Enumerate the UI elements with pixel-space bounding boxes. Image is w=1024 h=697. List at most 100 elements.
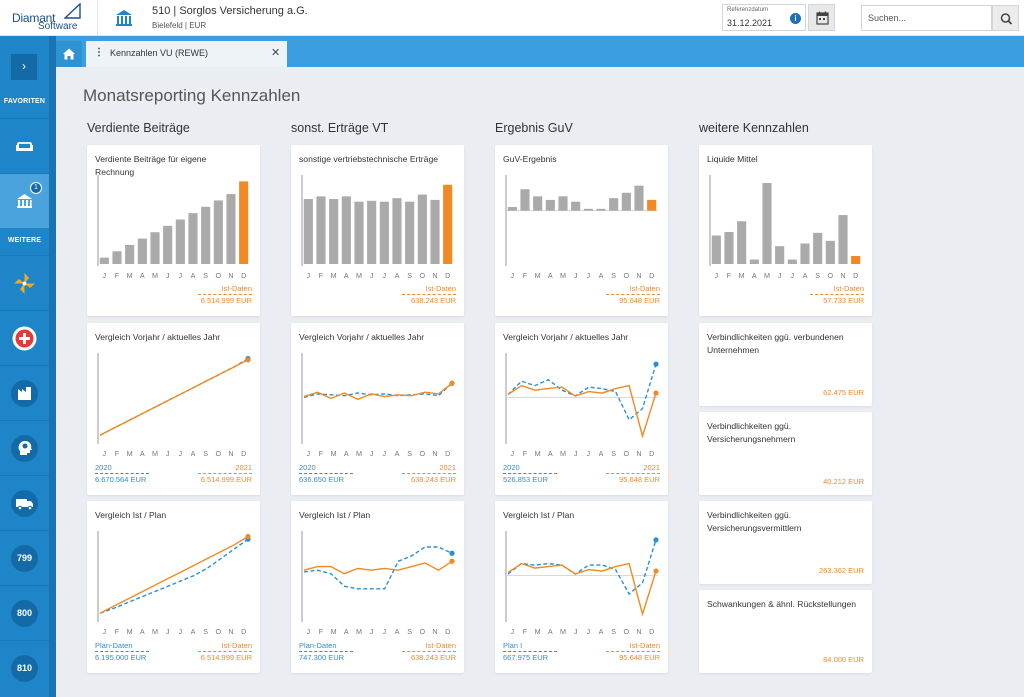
sidebar-item-number: 800: [11, 600, 38, 627]
tab-menu-icon[interactable]: ⋮: [94, 47, 104, 58]
x-tick-label: F: [523, 449, 528, 458]
bar: [825, 240, 835, 264]
series-endpoint: [449, 550, 455, 556]
chart-card-lm-bar[interactable]: Liquide Mittel J F M A M J J A S O N D Ist-Daten 57.73…: [699, 145, 872, 316]
sidebar-item-800[interactable]: 800: [0, 585, 49, 640]
home-button[interactable]: [56, 41, 82, 67]
diamant-logo[interactable]: Diamant Software: [8, 3, 88, 33]
x-tick-label: N: [432, 449, 437, 458]
sidebar-item-pinwheel[interactable]: [0, 255, 49, 310]
legend-value: 6.195.000 EUR: [95, 653, 147, 662]
sidebar-item-sofa[interactable]: [0, 118, 49, 173]
search-icon: [1000, 13, 1013, 25]
reference-date-field[interactable]: Referenzdatum 31.12.2021 i: [722, 4, 806, 31]
x-tick-label: O: [420, 627, 426, 636]
x-tick-label: J: [166, 449, 170, 458]
legend-value: 57.733 EUR: [823, 296, 864, 305]
legend-underline: [606, 651, 660, 652]
x-tick-label: O: [828, 271, 834, 280]
column-title-weitere-kennzahlen: weitere Kennzahlen: [699, 121, 809, 135]
sidebar-item-810[interactable]: 810: [0, 640, 49, 695]
logo-text-top: Diamant: [12, 11, 56, 25]
card-title: Verdiente Beiträge für eigene Rechnung: [95, 154, 207, 177]
sidebar-item-transport[interactable]: [0, 475, 49, 530]
card-title: Vergleich Vorjahr / aktuelles Jahr: [95, 332, 221, 342]
x-tick-label: J: [179, 627, 183, 636]
x-tick-label: A: [191, 627, 196, 636]
tab-kennzahlen[interactable]: ⋮ Kennzahlen VU (REWE) ✕: [86, 41, 287, 67]
info-icon[interactable]: i: [790, 13, 801, 24]
kpi-card-verbindlichkeiten-vermittler[interactable]: Verbindlichkeiten ggü. Versicherungsverm…: [699, 501, 872, 584]
series-line-comparison: [507, 363, 657, 421]
x-tick-label: A: [191, 449, 196, 458]
chart-card-guv-ip[interactable]: Vergleich Ist / Plan J F M A M J J A S O N D Plan I 66…: [495, 501, 668, 673]
chart-card-vb-vj[interactable]: Vergleich Vorjahr / aktuelles Jahr J F M A M J…: [87, 323, 260, 495]
x-tick-label: J: [778, 271, 782, 280]
bar: [316, 196, 326, 264]
x-tick-label: N: [228, 271, 233, 280]
bar: [775, 246, 785, 264]
x-tick-label: J: [511, 449, 515, 458]
x-tick-label: M: [127, 627, 133, 636]
chart-card-se-vj[interactable]: Vergleich Vorjahr / aktuelles Jahr J F M A M J…: [291, 323, 464, 495]
x-tick-label: J: [179, 449, 183, 458]
company-location-currency: Bielefeld | EUR: [152, 21, 207, 30]
sidebar-item-health[interactable]: [0, 310, 49, 365]
x-tick-label: M: [356, 627, 362, 636]
chart-card-guv-vj[interactable]: Vergleich Vorjahr / aktuelles Jahr J F M A M J…: [495, 323, 668, 495]
legend-underline: [606, 294, 660, 295]
kpi-card-verbindlichkeiten-vn[interactable]: Verbindlichkeiten ggü. Versicherungsnehm…: [699, 412, 872, 495]
chart-card-se-ip[interactable]: Vergleich Ist / Plan J F M A M J J A S O N D Plan-Dat…: [291, 501, 464, 673]
legend-underline: [402, 473, 456, 474]
x-tick-label: A: [803, 271, 808, 280]
x-tick-label: J: [103, 271, 107, 280]
legend-underline: [95, 473, 149, 474]
sidebar: › FAVORITEN 1 WEITERE: [0, 36, 49, 697]
legend-label: 2020: [503, 463, 520, 472]
x-tick-label: D: [853, 271, 858, 280]
legend-underline: [606, 473, 660, 474]
legend-underline: [198, 294, 252, 295]
chart-card-guv-bar[interactable]: GuV-Ergebnis J F M A M J J A S O N D Ist-Daten 95.648 …: [495, 145, 668, 316]
kpi-card-verbindlichkeiten-verbunden[interactable]: Verbindlichkeiten ggü. verbundenen Unter…: [699, 323, 872, 406]
sidebar-item-799[interactable]: 799: [0, 530, 49, 585]
app-header: Diamant Software 510 | Sorglos Versicher…: [0, 0, 1024, 36]
bar: [533, 196, 543, 211]
legend-label: 2020: [95, 463, 112, 472]
bar: [341, 196, 351, 264]
x-tick-label: J: [179, 271, 183, 280]
search-field[interactable]: [861, 5, 993, 31]
reference-date-label: Referenzdatum: [727, 7, 769, 13]
legend-value: 747.300 EUR: [299, 653, 345, 662]
sidebar-item-bank[interactable]: 1: [0, 173, 49, 228]
x-tick-label: J: [103, 449, 107, 458]
column-title-verdiente-beitraege: Verdiente Beiträge: [87, 121, 190, 135]
factory-icon: [18, 387, 31, 400]
x-tick-label: O: [624, 627, 630, 636]
sidebar-item-factory[interactable]: [0, 365, 49, 420]
sidebar-item-ideas[interactable]: [0, 420, 49, 475]
x-tick-label: D: [241, 627, 246, 636]
kpi-card-schwankungsrueckstellung[interactable]: Schwankungen & ähnl. Rückstellungen 84.0…: [699, 590, 872, 673]
x-tick-label: O: [216, 271, 222, 280]
company-name[interactable]: 510 | Sorglos Versicherung a.G.: [152, 5, 308, 17]
chart-card-vb-ip[interactable]: Vergleich Ist / Plan J F M A M J J A S O N D Plan-Dat…: [87, 501, 260, 673]
bar: [137, 238, 147, 264]
chart-card-vb-bar[interactable]: Verdiente Beiträge für eigene Rechnung J F…: [87, 145, 260, 316]
chart-card-se-bar[interactable]: sonstige vertriebstechnische Erträge J F M A…: [291, 145, 464, 316]
bar: [507, 207, 517, 211]
search-input[interactable]: [862, 6, 993, 30]
sidebar-expand-button[interactable]: ›: [11, 54, 37, 80]
x-tick-label: A: [140, 449, 145, 458]
bar: [762, 183, 772, 264]
x-tick-label: M: [764, 271, 770, 280]
x-tick-label: A: [548, 271, 553, 280]
calendar-button[interactable]: [808, 4, 835, 31]
close-icon[interactable]: ✕: [271, 47, 281, 59]
x-tick-label: M: [535, 449, 541, 458]
sidebar-section-favoriten: FAVORITEN: [3, 98, 46, 105]
search-button[interactable]: [992, 5, 1019, 31]
x-tick-label: O: [420, 449, 426, 458]
bar: [787, 259, 797, 264]
x-tick-label: S: [203, 449, 208, 458]
